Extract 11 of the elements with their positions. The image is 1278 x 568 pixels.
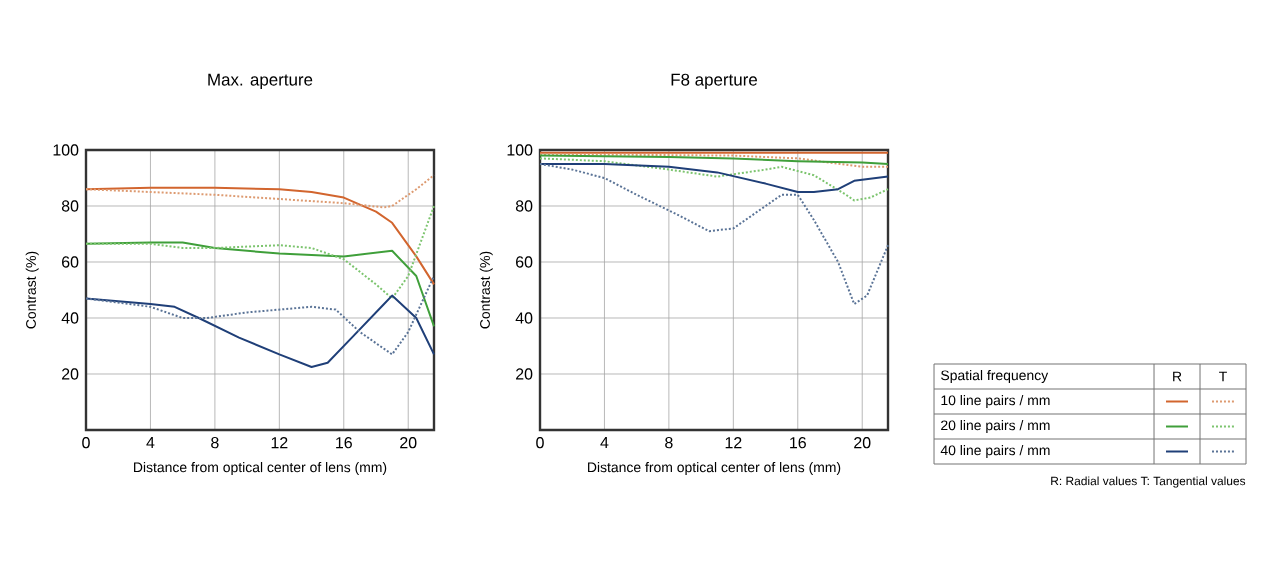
line-series bbox=[85, 174, 435, 209]
chart-title: F8 aperture bbox=[671, 73, 757, 89]
line-series bbox=[539, 157, 890, 202]
line-series bbox=[539, 162, 890, 305]
chart-title: Max. aperture bbox=[208, 73, 313, 89]
line-series bbox=[85, 241, 435, 328]
line-series bbox=[85, 205, 435, 300]
line-series bbox=[85, 294, 435, 368]
line-series bbox=[85, 275, 435, 356]
line-series bbox=[85, 186, 435, 286]
line-series bbox=[539, 162, 890, 193]
